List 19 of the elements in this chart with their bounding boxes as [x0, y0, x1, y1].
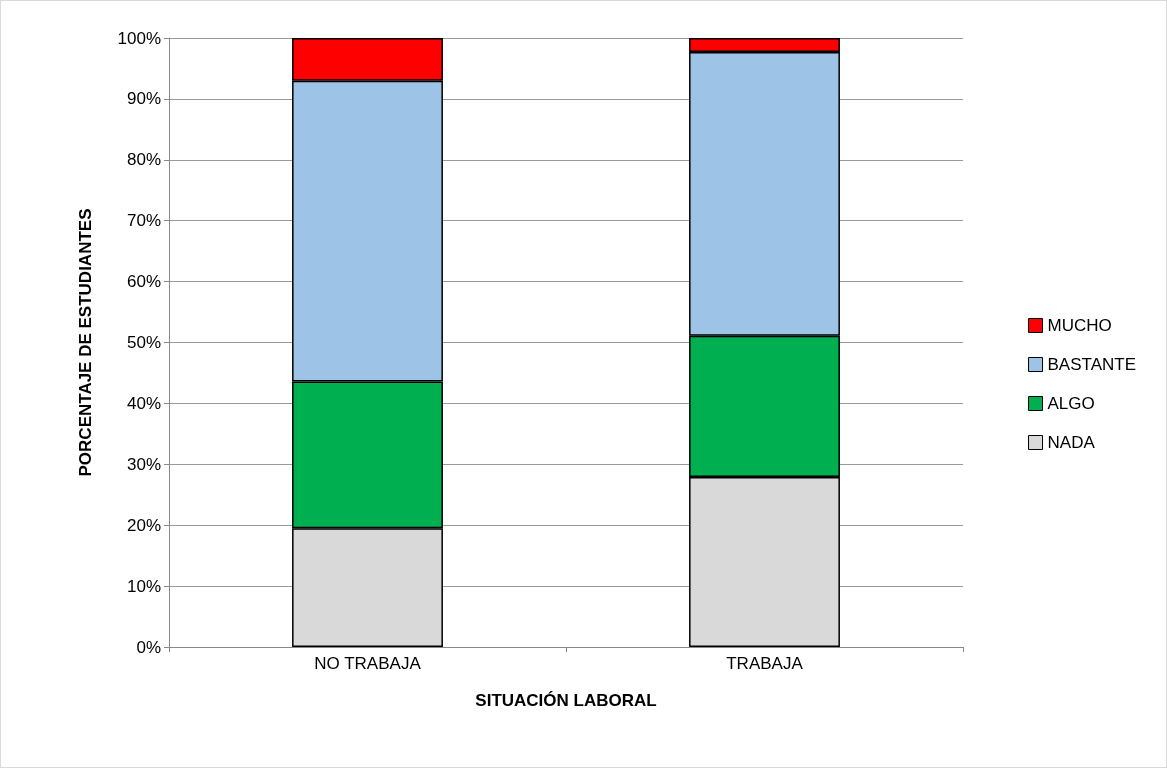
y-tick-label: 40%	[126, 393, 161, 413]
y-tick-label: 20%	[126, 515, 161, 535]
y-tick-label: 60%	[126, 272, 161, 292]
x-tick-label: NO TRABAJA	[314, 654, 422, 673]
y-tick-label: 100%	[117, 28, 161, 48]
y-tick-label: 30%	[126, 454, 161, 474]
y-tick-label: 50%	[126, 333, 161, 352]
legend-label: ALGO	[1047, 394, 1095, 413]
y-tick-label: 80%	[126, 150, 161, 170]
x-tick-label: TRABAJA	[726, 654, 804, 673]
x-axis-title: SITUACIÓN LABORAL	[475, 691, 657, 710]
legend-label: NADA	[1047, 433, 1096, 452]
legend-label: MUCHO	[1047, 316, 1112, 335]
y-tick-label: 10%	[126, 576, 161, 596]
legend-label: BASTANTE	[1047, 355, 1137, 374]
y-tick-label: 0%	[136, 637, 161, 657]
y-axis-title: PORCENTAJE DE ESTUDIANTES	[76, 208, 95, 477]
y-tick-label: 90%	[126, 89, 161, 109]
y-tick-label: 70%	[126, 211, 161, 231]
